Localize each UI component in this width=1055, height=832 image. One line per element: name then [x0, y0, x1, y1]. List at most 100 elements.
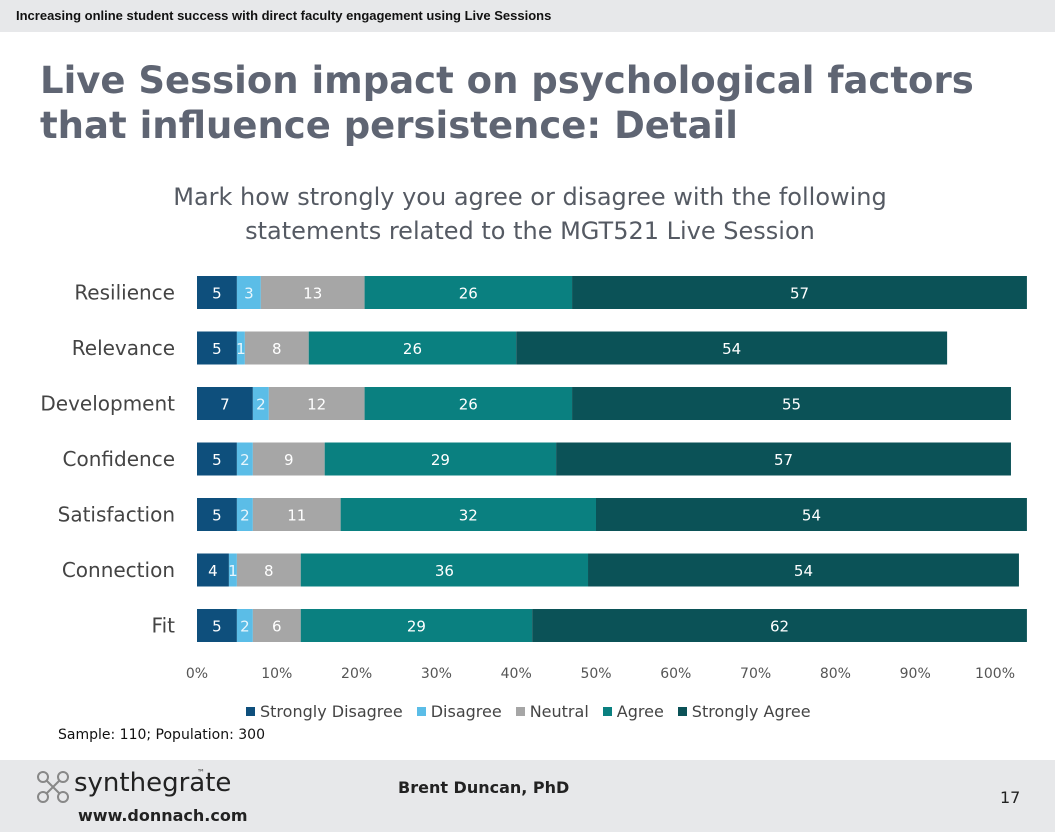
chart-title-line-1: Mark how strongly you agree or disagree …: [173, 183, 887, 211]
category-label: Fit: [152, 614, 176, 638]
data-label: 55: [782, 396, 801, 414]
bar-segment: [340, 498, 596, 531]
legend-swatch: [515, 707, 525, 716]
legend-item: Strongly Disagree: [246, 702, 403, 721]
data-label: 5: [212, 340, 222, 358]
bar-segment: [364, 276, 573, 309]
data-label: 54: [802, 507, 821, 525]
x-tick-label: 50%: [580, 666, 611, 682]
x-tick-label: 60%: [660, 666, 691, 682]
x-tick-label: 0%: [186, 666, 208, 682]
data-label: 12: [307, 396, 326, 414]
bar-segment: [596, 498, 1027, 531]
sample-note: Sample: 110; Population: 300: [58, 727, 265, 743]
category-label: Connection: [62, 558, 175, 582]
bar-segment: [197, 387, 253, 420]
data-label: 54: [722, 340, 741, 358]
category-label: Development: [40, 392, 175, 416]
data-label: 2: [256, 396, 266, 414]
bar-segment: [588, 553, 1019, 587]
bar-segment: [236, 553, 301, 587]
bar-segment: [300, 609, 533, 642]
data-label: 7: [220, 396, 230, 414]
bar-segment: [197, 442, 237, 476]
bar-segment: [236, 609, 253, 642]
data-label: 2: [240, 618, 250, 636]
x-tick-label: 30%: [421, 666, 452, 682]
chart-legend: Strongly Disagree Disagree Neutral Agree Str…: [246, 702, 811, 721]
x-tick-label: 70%: [740, 666, 771, 682]
bar-segment: [324, 442, 557, 476]
x-tick-label: 40%: [501, 666, 532, 682]
bar-segment: [197, 609, 237, 642]
data-label: 5: [212, 451, 222, 469]
bar-segment: [236, 442, 253, 476]
bar-segment: [556, 442, 1011, 476]
bar-segment: [252, 442, 325, 476]
bar-segment: [572, 387, 1011, 420]
data-label: 29: [431, 451, 450, 469]
data-label: 9: [284, 451, 294, 469]
legend-label: Strongly Agree: [691, 702, 811, 721]
x-tick-label: 80%: [820, 666, 851, 682]
legend-swatch: [246, 707, 255, 716]
data-label: 6: [272, 618, 282, 636]
bar-segment: [260, 276, 365, 309]
legend-swatch: [677, 707, 687, 716]
data-label: 1: [236, 340, 246, 358]
slide-title-line-2: that influence persistence: Detail: [40, 104, 738, 147]
data-label: 57: [790, 285, 809, 303]
legend-label: Neutral: [529, 702, 589, 721]
legend-item: Neutral: [515, 702, 589, 721]
bar-segment: [268, 387, 365, 420]
bar-segment: [244, 331, 309, 365]
data-label: 4: [208, 562, 218, 580]
data-label: 5: [212, 618, 222, 636]
data-label: 57: [774, 451, 793, 469]
legend-label: Strongly Disagree: [260, 702, 403, 721]
x-tick-label: 100%: [975, 666, 1015, 682]
slide-title-line-1: Live Session impact on psychological fac…: [40, 59, 974, 102]
chart-title: Mark how strongly you agree or disagree …: [120, 180, 940, 248]
logo-trademark: ™: [197, 768, 205, 777]
bar-segment: [236, 331, 245, 365]
legend-item: Disagree: [416, 702, 502, 721]
data-label: 62: [770, 618, 789, 636]
bar-segment: [532, 609, 1027, 642]
header-banner: Increasing online student success with d…: [0, 0, 1055, 32]
bar-segment: [252, 498, 341, 531]
bar-segment: [364, 387, 573, 420]
category-label: Satisfaction: [58, 503, 175, 527]
data-label: 26: [459, 396, 478, 414]
synthegrate-logo-icon: [37, 771, 69, 803]
category-label: Confidence: [63, 447, 175, 471]
page-number: 17: [1000, 788, 1021, 807]
legend-label: Disagree: [430, 702, 502, 721]
bar-segment: [572, 276, 1027, 309]
bar-segment: [236, 498, 253, 531]
bar-segment: [252, 387, 269, 420]
data-label: 54: [794, 562, 813, 580]
category-label: Relevance: [72, 336, 175, 360]
slide-title: Live Session impact on psychological fac…: [40, 58, 1040, 148]
data-label: 11: [287, 507, 306, 525]
bar-segment: [197, 553, 229, 587]
x-tick-label: 10%: [261, 666, 292, 682]
bar-segment: [308, 331, 517, 365]
data-label: 8: [272, 340, 282, 358]
legend-item: Strongly Agree: [677, 702, 811, 721]
data-label: 32: [459, 507, 478, 525]
data-label: 5: [212, 507, 222, 525]
data-label: 1: [228, 562, 238, 580]
legend-label: Agree: [616, 702, 664, 721]
data-label: 26: [459, 285, 478, 303]
bar-segment: [197, 276, 237, 309]
data-label: 2: [240, 507, 250, 525]
bar-segment: [228, 553, 237, 587]
author-name: Brent Duncan, PhD: [398, 778, 570, 797]
data-label: 5: [212, 285, 222, 303]
footer-bar: [0, 760, 1055, 832]
website-link[interactable]: www.donnach.com: [78, 806, 248, 825]
banner-text: Increasing online student success with d…: [16, 8, 552, 23]
